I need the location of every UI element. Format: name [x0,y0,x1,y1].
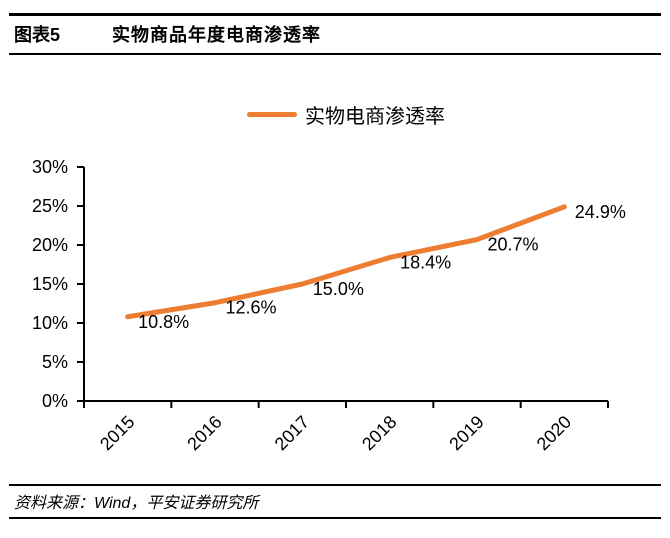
data-point-label: 24.9% [575,202,626,222]
figure-label: 图表5 [14,25,61,45]
y-axis-label: 5% [42,352,68,372]
y-axis-label: 0% [42,391,68,411]
data-point-label: 12.6% [225,298,276,318]
x-axis-label: 2015 [96,412,138,454]
figure-title: 实物商品年度电商渗透率 [112,25,322,45]
data-point-label: 20.7% [487,235,538,255]
x-axis-label: 2016 [183,412,225,454]
source-bar: 资料来源：Wind，平安证券研究所 [9,484,661,519]
y-axis-label: 10% [32,313,68,333]
legend-label: 实物电商渗透率 [305,105,445,128]
data-point-label: 10.8% [138,312,189,332]
figure-header: 图表5 实物商品年度电商渗透率 [9,13,661,55]
data-point-label: 15.0% [313,279,364,299]
y-axis-label: 20% [32,235,68,255]
legend-line-swatch [247,111,297,117]
y-axis-label: 30% [32,157,68,177]
data-point-label: 18.4% [400,252,451,272]
x-axis-label: 2019 [445,412,487,454]
y-axis-label: 25% [32,196,68,216]
chart-legend: 实物电商渗透率 [84,101,608,128]
y-axis-label: 15% [32,274,68,294]
x-axis-label: 2018 [358,412,400,454]
source-text: 资料来源：Wind，平安证券研究所 [14,495,259,512]
x-axis-label: 2020 [533,412,575,454]
line-chart: 0% 5% 10% 15% 20% 25% 30% 2015 2016 2017 2018 2019 2… [32,157,626,454]
series-line [125,204,567,320]
x-axis-label: 2017 [271,412,313,454]
